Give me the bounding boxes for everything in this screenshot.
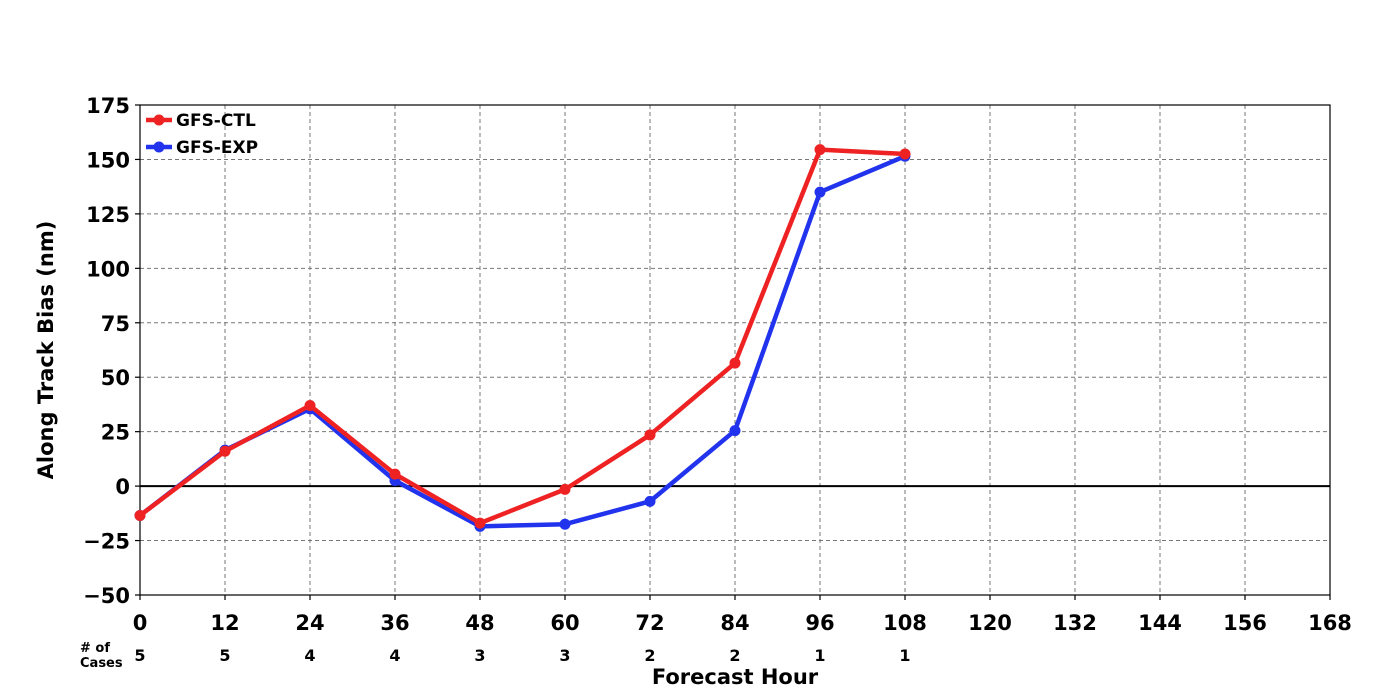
y-tick-label: 25 (101, 421, 130, 445)
x-axis-title: Forecast Hour (652, 665, 819, 689)
cases-value: 4 (389, 646, 400, 665)
cases-value: 3 (559, 646, 570, 665)
data-point-gfs-ctl (389, 468, 401, 480)
cases-value: 1 (899, 646, 910, 665)
cases-label-line2: Cases (80, 656, 123, 671)
cases-value: 2 (729, 646, 740, 665)
legend-marker (153, 114, 165, 126)
y-tick-label: −50 (83, 584, 130, 608)
cases-row: # of Cases 5 5 4 4 3 3 2 2 1 1 (80, 641, 911, 671)
x-tick-label: 12 (210, 611, 239, 635)
cases-value: 5 (219, 646, 230, 665)
data-point-gfs-exp (644, 495, 656, 507)
data-point-gfs-exp (559, 518, 571, 530)
x-tick-label: 36 (380, 611, 409, 635)
y-tick-label: 100 (86, 257, 130, 281)
cases-value: 2 (644, 646, 655, 665)
x-tick-label: 0 (133, 611, 148, 635)
legend: GFS-CTL GFS-EXP (146, 111, 258, 158)
data-point-gfs-ctl (134, 510, 146, 522)
data-point-gfs-exp (814, 186, 826, 198)
x-tick-label: 132 (1053, 611, 1097, 635)
x-tick-label: 24 (295, 611, 324, 635)
cases-label-line1: # of (80, 641, 110, 656)
x-tick-label: 144 (1138, 611, 1182, 635)
data-point-gfs-ctl (729, 357, 741, 369)
y-tick-label: −25 (83, 530, 130, 554)
y-tick-label: 0 (115, 475, 130, 499)
data-point-gfs-exp (729, 425, 741, 437)
y-tick-label: 50 (101, 366, 130, 390)
data-point-gfs-ctl (474, 517, 486, 529)
data-point-gfs-ctl (219, 445, 231, 457)
x-tick-label: 72 (635, 611, 664, 635)
x-tick-label: 60 (550, 611, 579, 635)
x-tick-label: 156 (1223, 611, 1267, 635)
data-point-gfs-ctl (304, 400, 316, 412)
x-tick-label: 48 (465, 611, 494, 635)
cases-value: 3 (474, 646, 485, 665)
data-point-gfs-ctl (559, 483, 571, 495)
y-tick-label: 125 (86, 203, 130, 227)
y-tick-label: 75 (101, 312, 130, 336)
series-line-gfs-exp (138, 154, 906, 529)
series-layer (134, 144, 911, 532)
series-line-gfs-ctl (138, 147, 906, 526)
y-tick-label: 175 (86, 94, 130, 118)
cases-value: 1 (814, 646, 825, 665)
x-tick-label: 84 (720, 611, 749, 635)
data-point-gfs-ctl (899, 148, 911, 160)
cases-value: 4 (304, 646, 315, 665)
x-tick-label: 108 (883, 611, 927, 635)
legend-label: GFS-EXP (176, 138, 258, 158)
grid (140, 105, 1330, 595)
y-tick-label: 150 (86, 148, 130, 172)
legend-label: GFS-CTL (176, 111, 256, 131)
legend-marker (153, 141, 165, 153)
data-point-gfs-ctl (814, 144, 826, 156)
x-tick-label: 168 (1308, 611, 1352, 635)
cases-value: 5 (134, 646, 145, 665)
data-point-gfs-ctl (644, 429, 656, 441)
tick-labels: 0 12 24 36 48 60 72 84 96 108 120 132 144 156 168 −50 −2… (83, 94, 1352, 635)
x-tick-label: 96 (805, 611, 834, 635)
x-tick-label: 120 (968, 611, 1012, 635)
y-axis-title: Along Track Bias (nm) (34, 221, 58, 480)
